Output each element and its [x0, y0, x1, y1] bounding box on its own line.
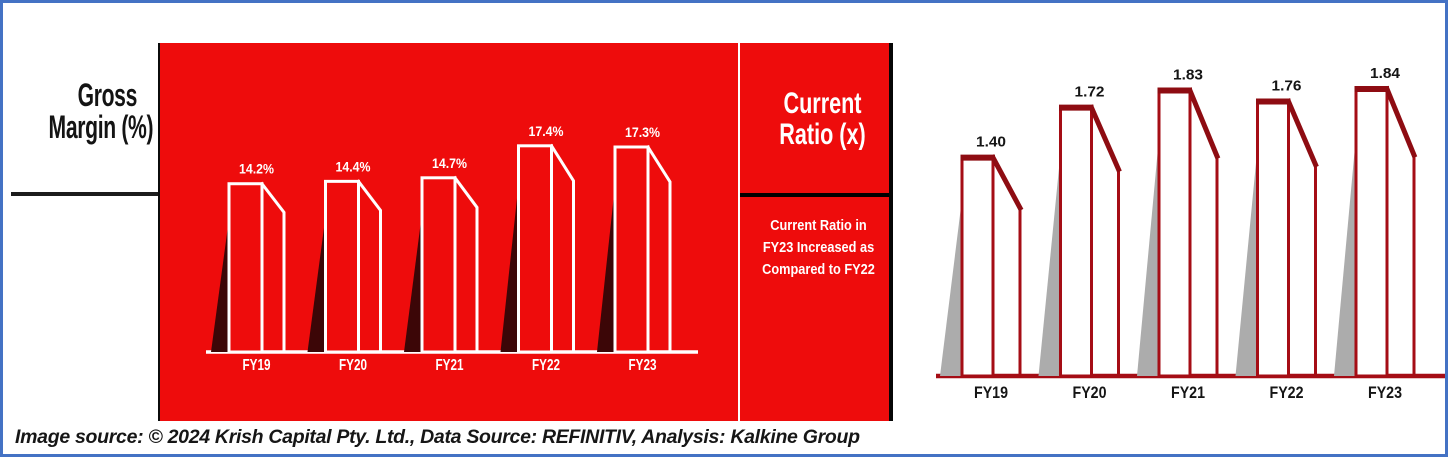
- bar-side-face: [452, 175, 479, 354]
- current-ratio-title: Current Ratio (x): [773, 88, 872, 150]
- current-ratio-title-line1: Current: [783, 87, 862, 120]
- value-label: 14.7%: [432, 155, 467, 171]
- bar-side-face: [1089, 105, 1120, 378]
- bar-front-face: [1256, 99, 1290, 378]
- gross-margin-title-line2: Margin (%): [48, 109, 154, 145]
- current-ratio-bar-chart: 1.40 FY19 1.72 FY20 1.83 FY21 1.76 FY22 1.84 FY23: [936, 65, 1445, 402]
- value-label: 1.72: [1075, 84, 1105, 101]
- bar-front-face: [1354, 87, 1389, 378]
- bar-slant-edge: [1383, 85, 1418, 159]
- bar-front-face: [227, 182, 264, 354]
- category-label: FY22: [1270, 383, 1304, 402]
- bar-group-FY22: 17.4% FY22: [500, 123, 575, 374]
- bar-front-face: [1157, 89, 1192, 378]
- bar-side-face: [259, 181, 286, 354]
- category-label: FY19: [243, 357, 271, 374]
- bar-slant-edge: [1186, 87, 1221, 160]
- category-label: FY23: [1368, 383, 1402, 402]
- category-label: FY20: [1073, 383, 1107, 402]
- value-label: 17.3%: [625, 124, 660, 140]
- bar-group-FY19: 1.40 FY19: [940, 134, 1024, 402]
- bar-side-face: [990, 155, 1022, 378]
- value-label: 1.40: [976, 134, 1006, 151]
- bar-side-face: [1286, 99, 1317, 378]
- value-label: 1.84: [1370, 65, 1401, 82]
- current-ratio-title-line2: Ratio (x): [779, 118, 866, 151]
- bar-front-face: [1059, 106, 1093, 378]
- bar-side-face: [1385, 87, 1416, 378]
- gross-margin-chart-panel: 14.2% FY19 14.4% FY20 14.7% FY21 17.4% FY22 17.3…: [158, 43, 738, 421]
- bar-slant-edge: [1285, 98, 1319, 168]
- category-label: FY21: [1171, 383, 1205, 402]
- category-label: FY19: [974, 383, 1008, 402]
- gross-margin-title: Gross Margin (%): [48, 77, 154, 145]
- note-line1: Current Ratio in: [770, 218, 867, 234]
- bar-side-face: [1188, 88, 1219, 378]
- bar-group-FY19: 14.2% FY19: [211, 161, 286, 374]
- value-label: 14.4%: [336, 158, 371, 174]
- value-label: 17.4%: [529, 123, 564, 139]
- bar-group-FY23: 1.84 FY23: [1334, 65, 1418, 402]
- bar-slant-edge: [1088, 104, 1122, 173]
- note-line3: Compared to FY22: [762, 262, 875, 278]
- bar-group-FY21: 14.7% FY21: [404, 155, 479, 374]
- category-label: FY21: [436, 357, 464, 374]
- gross-margin-title-line1: Gross: [77, 77, 138, 113]
- bar-group-FY22: 1.76 FY22: [1235, 77, 1319, 402]
- bar-group-FY21: 1.83 FY21: [1137, 67, 1221, 402]
- bar-front-face: [324, 179, 360, 354]
- source-caption: Image source: © 2024 Krish Capital Pty. …: [15, 426, 860, 448]
- bar-side-face: [645, 144, 672, 354]
- bar-front-face: [960, 156, 995, 378]
- current-ratio-note: Current Ratio in FY23 Increased as Compa…: [755, 215, 883, 281]
- gross-margin-bar-chart: 14.2% FY19 14.4% FY20 14.7% FY21 17.4% FY22 17.3…: [206, 123, 698, 374]
- gross-margin-underline: [11, 192, 159, 196]
- category-label: FY20: [339, 357, 367, 374]
- value-label: 1.83: [1173, 67, 1203, 84]
- bar-group-FY20: 1.72 FY20: [1038, 84, 1122, 402]
- panel-divider: [740, 193, 889, 197]
- bar-front-face: [613, 145, 650, 354]
- bar-slant-edge: [989, 154, 1024, 212]
- category-label: FY22: [532, 357, 560, 374]
- value-label: 14.2%: [239, 161, 274, 177]
- bar-front-face: [420, 176, 457, 354]
- current-ratio-panel: Current Ratio (x) Current Ratio in FY23 …: [740, 43, 893, 421]
- value-label: 1.76: [1272, 77, 1302, 94]
- bar-front-face: [517, 144, 553, 354]
- bar-group-FY23: 17.3% FY23: [597, 124, 672, 374]
- note-line2: FY23 Increased as: [762, 240, 875, 256]
- category-label: FY23: [629, 357, 657, 374]
- bar-group-FY20: 14.4% FY20: [307, 158, 382, 374]
- bar-side-face: [549, 143, 575, 354]
- bar-side-face: [356, 179, 382, 354]
